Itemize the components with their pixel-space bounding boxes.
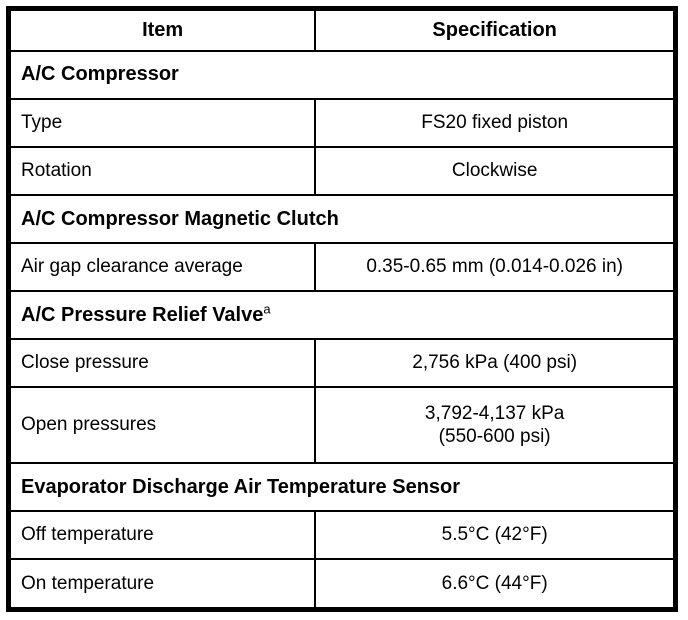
item-cell: On temperature <box>7 558 317 611</box>
spec-cell: FS20 fixed piston <box>314 97 677 148</box>
item-cell: Close pressure <box>7 337 317 389</box>
table-row-off-temperature: Off temperature 5.5°C (42°F) <box>7 509 677 561</box>
section-row-ac-compressor: A/C Compressor <box>7 50 677 100</box>
table-row-on-temperature: On temperature 6.6°C (44°F) <box>7 558 677 611</box>
table-row-air-gap: Air gap clearance average 0.35-0.65 mm (… <box>7 241 677 293</box>
section-row-pressure-relief-valve: A/C Pressure Relief Valvea <box>7 290 677 340</box>
table-row-rotation: Rotation Clockwise <box>7 145 677 197</box>
section-row-evaporator-sensor: Evaporator Discharge Air Temperature Sen… <box>7 462 677 512</box>
spec-cell: Clockwise <box>314 145 677 197</box>
table-row-close-pressure: Close pressure 2,756 kPa (400 psi) <box>7 337 677 389</box>
section-title-cell: A/C Pressure Relief Valvea <box>7 290 677 340</box>
spec-cell: 2,756 kPa (400 psi) <box>314 337 677 389</box>
section-title: A/C Pressure Relief Valve <box>21 303 264 326</box>
item-cell: Off temperature <box>7 509 317 561</box>
table-row-type: Type FS20 fixed piston <box>7 97 677 148</box>
section-title: A/C Compressor Magnetic Clutch <box>7 194 677 244</box>
column-header-item: Item <box>7 7 317 52</box>
column-header-specification: Specification <box>314 7 677 52</box>
item-cell: Type <box>7 97 317 148</box>
spec-cell: 3,792-4,137 kPa (550-600 psi) <box>314 386 677 465</box>
footnote-marker: a <box>263 300 271 316</box>
spec-cell: 0.35-0.65 mm (0.014-0.026 in) <box>314 241 677 293</box>
item-cell: Air gap clearance average <box>7 241 317 293</box>
table-row-open-pressures: Open pressures 3,792-4,137 kPa (550-600 … <box>7 386 677 465</box>
specification-table: Item Specification A/C Compressor Type F… <box>6 6 678 612</box>
item-cell: Rotation <box>7 145 317 197</box>
table-header-row: Item Specification <box>7 7 677 52</box>
spec-cell: 6.6°C (44°F) <box>314 558 677 611</box>
section-title: A/C Compressor <box>7 50 677 100</box>
item-cell: Open pressures <box>7 386 317 465</box>
section-title: Evaporator Discharge Air Temperature Sen… <box>7 462 677 512</box>
section-row-magnetic-clutch: A/C Compressor Magnetic Clutch <box>7 194 677 244</box>
spec-cell: 5.5°C (42°F) <box>314 509 677 561</box>
